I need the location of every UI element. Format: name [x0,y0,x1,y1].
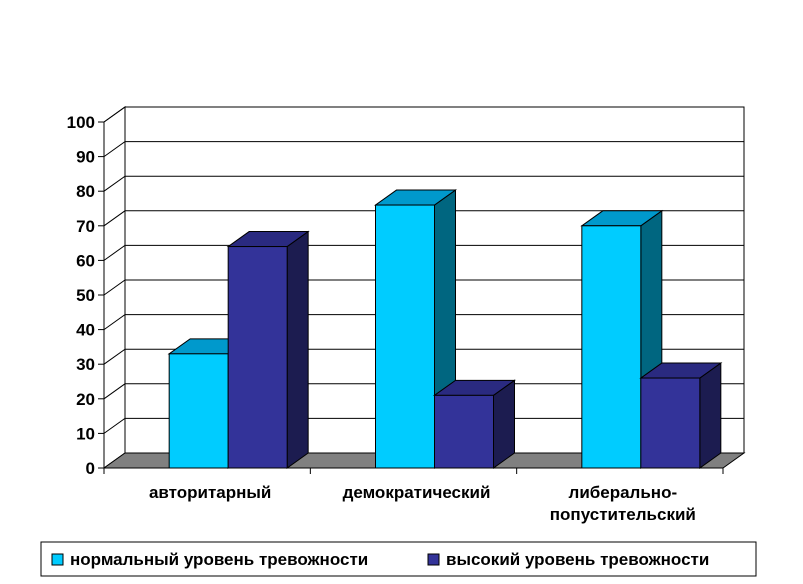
x-category-label-line: авторитарный [149,483,271,502]
bar-front [227,246,288,469]
legend-swatch [427,553,440,566]
gridline [103,210,744,227]
gridlines [103,106,744,434]
x-category-label-line: демократический [343,483,491,502]
x-category-label-line: попустительский [550,505,696,524]
bar [226,230,310,469]
y-tick-label: 100 [67,113,95,132]
y-tick-label: 60 [76,251,95,270]
y-tick-label: 50 [76,286,95,305]
bar-front [434,394,494,469]
gridline [103,106,744,123]
x-axis: авторитарный демократический либерально-по… [103,467,724,524]
gridline [103,314,744,331]
y-tick-label: 0 [86,459,95,478]
x-category-label: авторитарный [149,483,271,502]
y-tick-label: 80 [76,182,95,201]
gridline [103,417,744,434]
legend-swatch [51,553,64,566]
bars [167,189,723,469]
y-tick-label: 70 [76,217,95,236]
x-category-label: демократический [343,483,491,502]
legend-label: нормальный уровень тревожности [70,550,368,569]
y-axis: 0 10 20 30 40 50 60 70 80 90 100 [67,113,105,478]
bar [432,379,517,469]
bar-front [640,377,701,469]
y-tick-label: 10 [76,424,95,443]
bar-side [286,230,309,469]
gridline [103,279,744,296]
x-category-label-line: либерально- [569,483,678,502]
bar-front [168,353,229,469]
bar-side [699,362,722,469]
bar-front [375,204,435,469]
y-tick-label: 30 [76,355,95,374]
gridline [103,175,744,192]
x-category-label: либерально-попустительский [550,483,696,524]
y-tick-label: 90 [76,148,95,167]
y-tick-label: 20 [76,390,95,409]
gridline [103,141,744,158]
gridline [103,383,744,400]
gridline [103,348,744,365]
legend: нормальный уровень тревожности высокий ур… [40,541,757,577]
bar [639,362,723,469]
bar-front [581,225,642,469]
y-tick-label: 40 [76,321,95,340]
legend-box [40,541,757,577]
legend-label: высокий уровень тревожности [446,550,709,569]
gridline [103,244,744,261]
